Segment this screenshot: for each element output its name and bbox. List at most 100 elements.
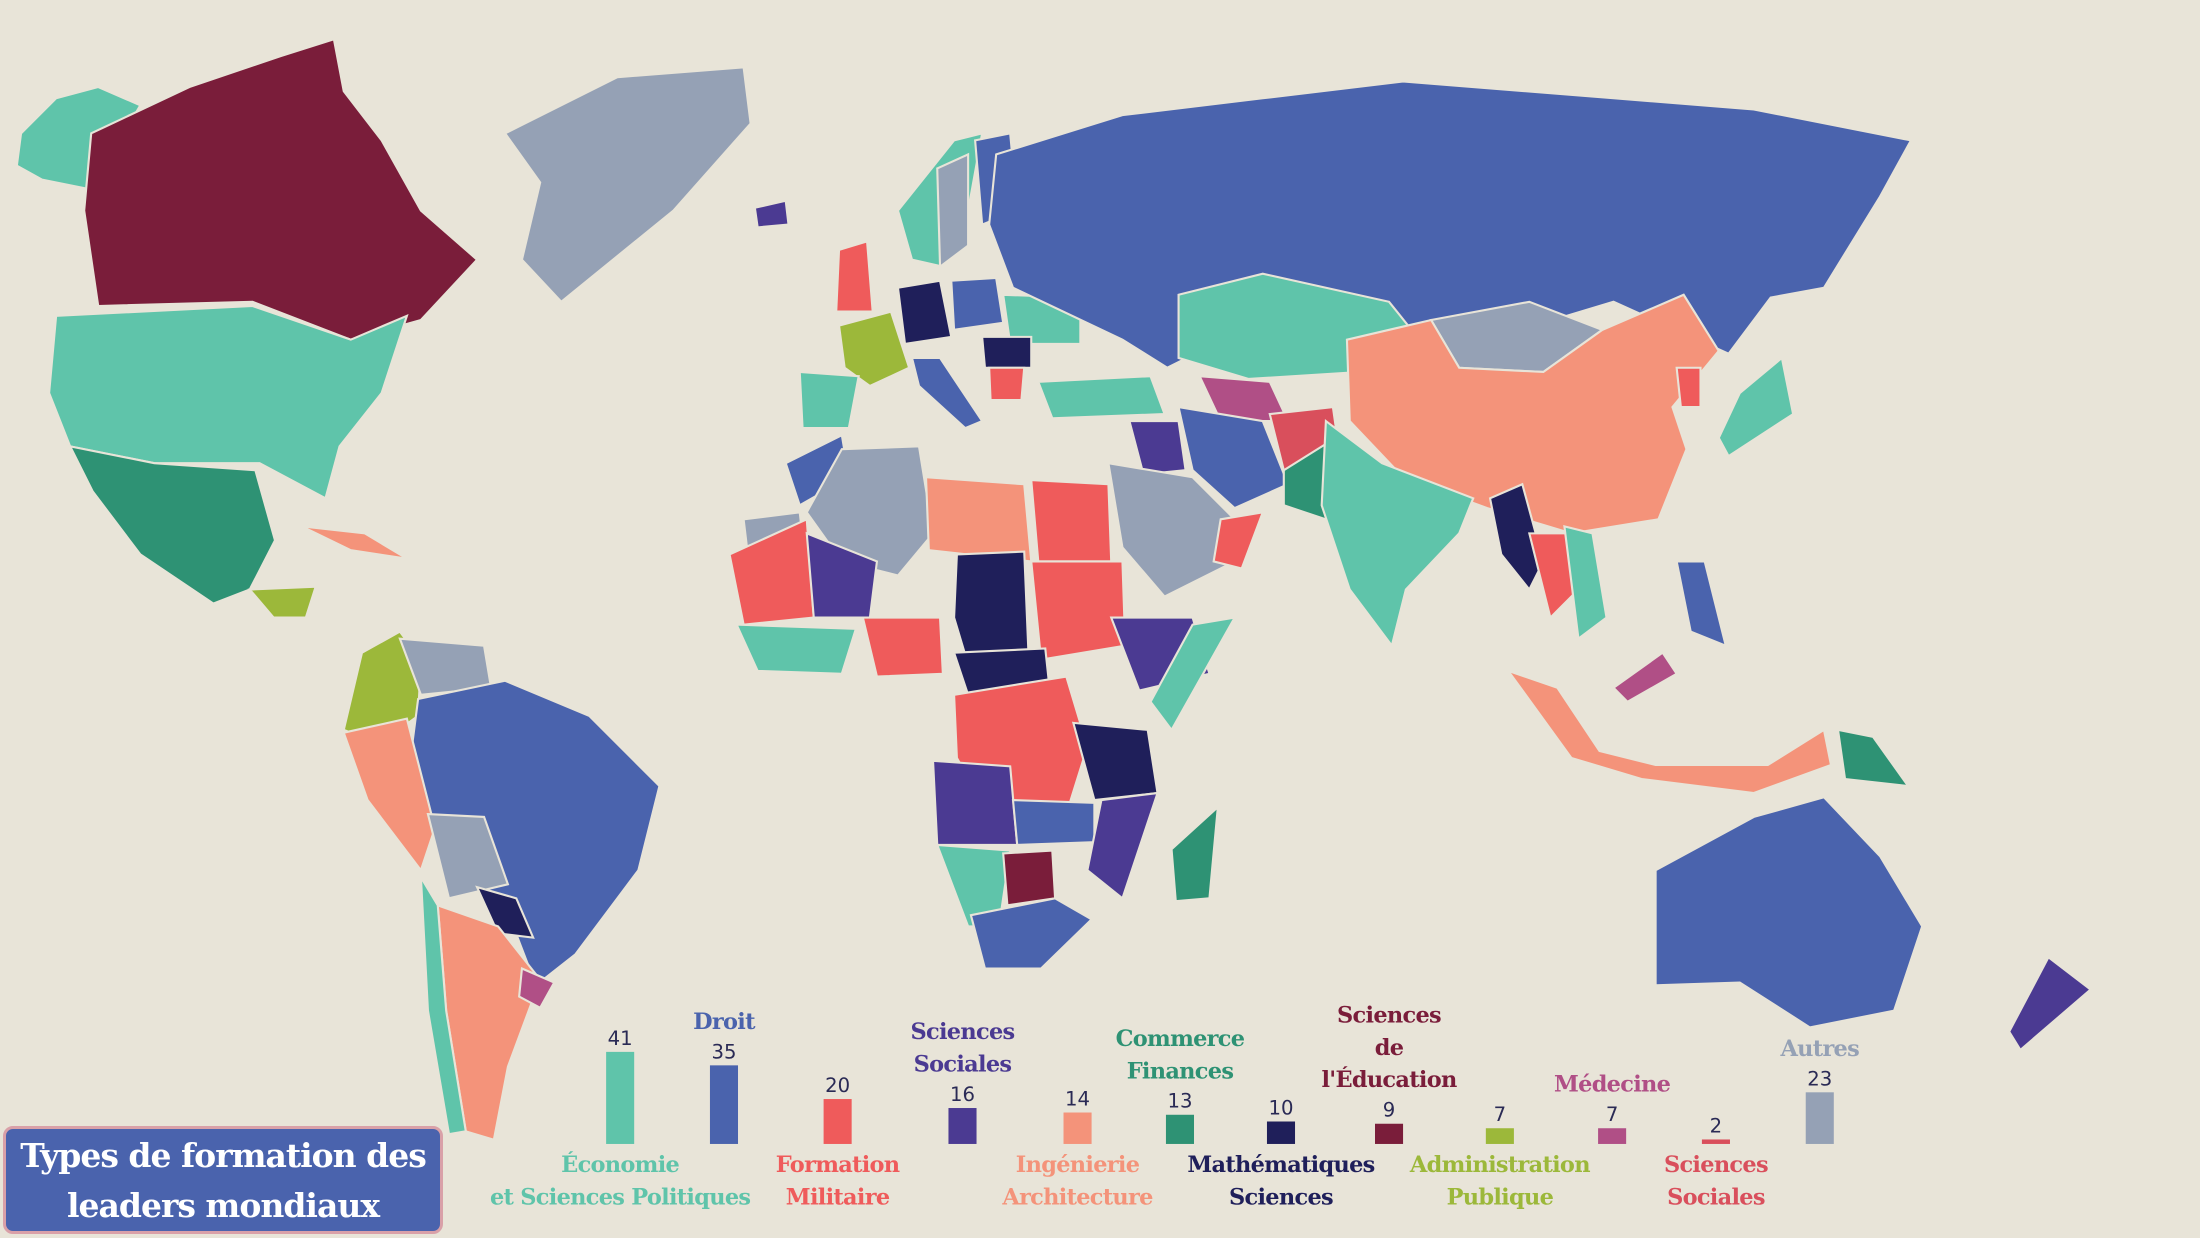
country-mexico [68,444,277,605]
country-balkans [988,366,1026,402]
country-oman [1212,510,1265,570]
category-label: de [1375,1035,1404,1061]
country-zambia [1011,798,1096,847]
country-australia [1654,796,1924,1029]
category-label: Sciences [1337,1003,1441,1029]
country-angola [931,759,1019,847]
bar-7 [1375,1123,1404,1144]
bar-2 [823,1099,852,1144]
country-sudan [1030,560,1127,661]
country-uk [835,240,874,313]
bar-value-label: 7 [1606,1103,1618,1126]
category-label: Sociales [1667,1184,1765,1210]
country-uruguay [518,966,556,1010]
country-botswana [1002,849,1057,907]
country-italy [910,356,984,430]
country-egypt [1030,478,1113,563]
bar-9 [1598,1128,1627,1144]
country-poland [950,276,1005,332]
bar-value-label: 10 [1269,1096,1294,1119]
country-iceland [753,199,790,229]
country-madagascar [1170,804,1220,903]
bar-4 [1063,1112,1092,1144]
country-korea [1675,366,1702,409]
country-spain [798,370,860,430]
bar-5 [1165,1114,1195,1144]
country-nigeria [861,616,944,678]
bar-value-label: 23 [1807,1067,1832,1090]
category-label: Sciences [911,1019,1015,1045]
bar-value-label: 20 [825,1074,850,1097]
country-philippines [1675,560,1728,648]
country-central-america [247,585,318,619]
category-label: Militaire [786,1184,890,1210]
country-greenland [503,66,752,304]
country-germany [896,279,953,346]
countries [15,37,2093,1142]
country-mozambique [1086,791,1160,901]
bar-11 [1805,1092,1834,1144]
country-peru [342,717,437,873]
country-india [1320,419,1475,649]
category-label: Mathématiques [1187,1152,1374,1178]
category-label: Administration [1409,1152,1590,1178]
country-indonesia [1505,668,1833,795]
bar-value-label: 7 [1494,1103,1506,1126]
bar-value-label: 14 [1065,1087,1090,1110]
country-sweden [936,152,970,269]
bar-value-label: 16 [950,1083,975,1106]
country-turkey [1036,375,1167,420]
category-label: l'Éducation [1321,1066,1457,1093]
country-myanmar [1488,482,1545,592]
country-chile [419,876,468,1136]
bar-6 [1266,1121,1296,1144]
country-south-africa [969,897,1094,970]
title-line-2: leaders mondiaux [66,1186,380,1225]
country-malaysia [1611,651,1679,704]
country-libya [924,476,1033,563]
category-label: Médecine [1554,1072,1671,1098]
bar-value-label: 41 [608,1027,633,1050]
country-france [837,310,911,388]
bar-value-label: 2 [1710,1114,1722,1137]
country-usa [48,304,409,500]
category-label: Autres [1779,1036,1859,1062]
country-somalia [1149,616,1237,732]
country-west-africa [734,623,858,675]
title-box: Types de formation des leaders mondiaux [3,1126,443,1234]
category-label: Droit [693,1009,756,1035]
country-bolivia [426,812,510,900]
bar-3 [948,1108,977,1144]
bar-10 [1701,1139,1730,1144]
country-tanzania [1071,721,1159,802]
country-algeria [805,445,935,577]
country-new-zealand [2007,955,2093,1052]
category-label: Architecture [1001,1184,1153,1210]
country-romania [980,335,1033,369]
country-iran [1177,405,1290,510]
bar-0 [606,1051,635,1144]
category-label: Formation [776,1152,900,1178]
title-line-1: Types de formation des [20,1136,427,1175]
legend-bar-chart: 41 Économie et Sciences Politiques 35 Droit 2… [490,1003,1860,1211]
category-label: Finances [1127,1058,1234,1084]
bar-value-label: 13 [1167,1090,1192,1113]
bar-value-label: 35 [711,1040,736,1063]
category-label: Sociales [914,1052,1012,1078]
country-cuba [301,525,408,560]
category-label: Économie [561,1151,679,1178]
category-label: et Sciences Politiques [490,1184,750,1210]
country-japan [1717,355,1795,458]
country-papua-new-guinea [1836,728,1911,788]
bar-8 [1485,1128,1514,1144]
bar-value-label: 9 [1383,1099,1395,1122]
category-label: Commerce [1116,1026,1245,1052]
country-mali [728,517,815,626]
country-iraq [1128,420,1187,476]
category-label: Publique [1447,1184,1554,1210]
category-label: Sciences [1664,1152,1768,1178]
category-label: Sciences [1229,1184,1333,1210]
category-label: Ingénierie [1016,1152,1140,1178]
bar-1 [709,1065,739,1144]
country-paraguay [475,885,535,939]
